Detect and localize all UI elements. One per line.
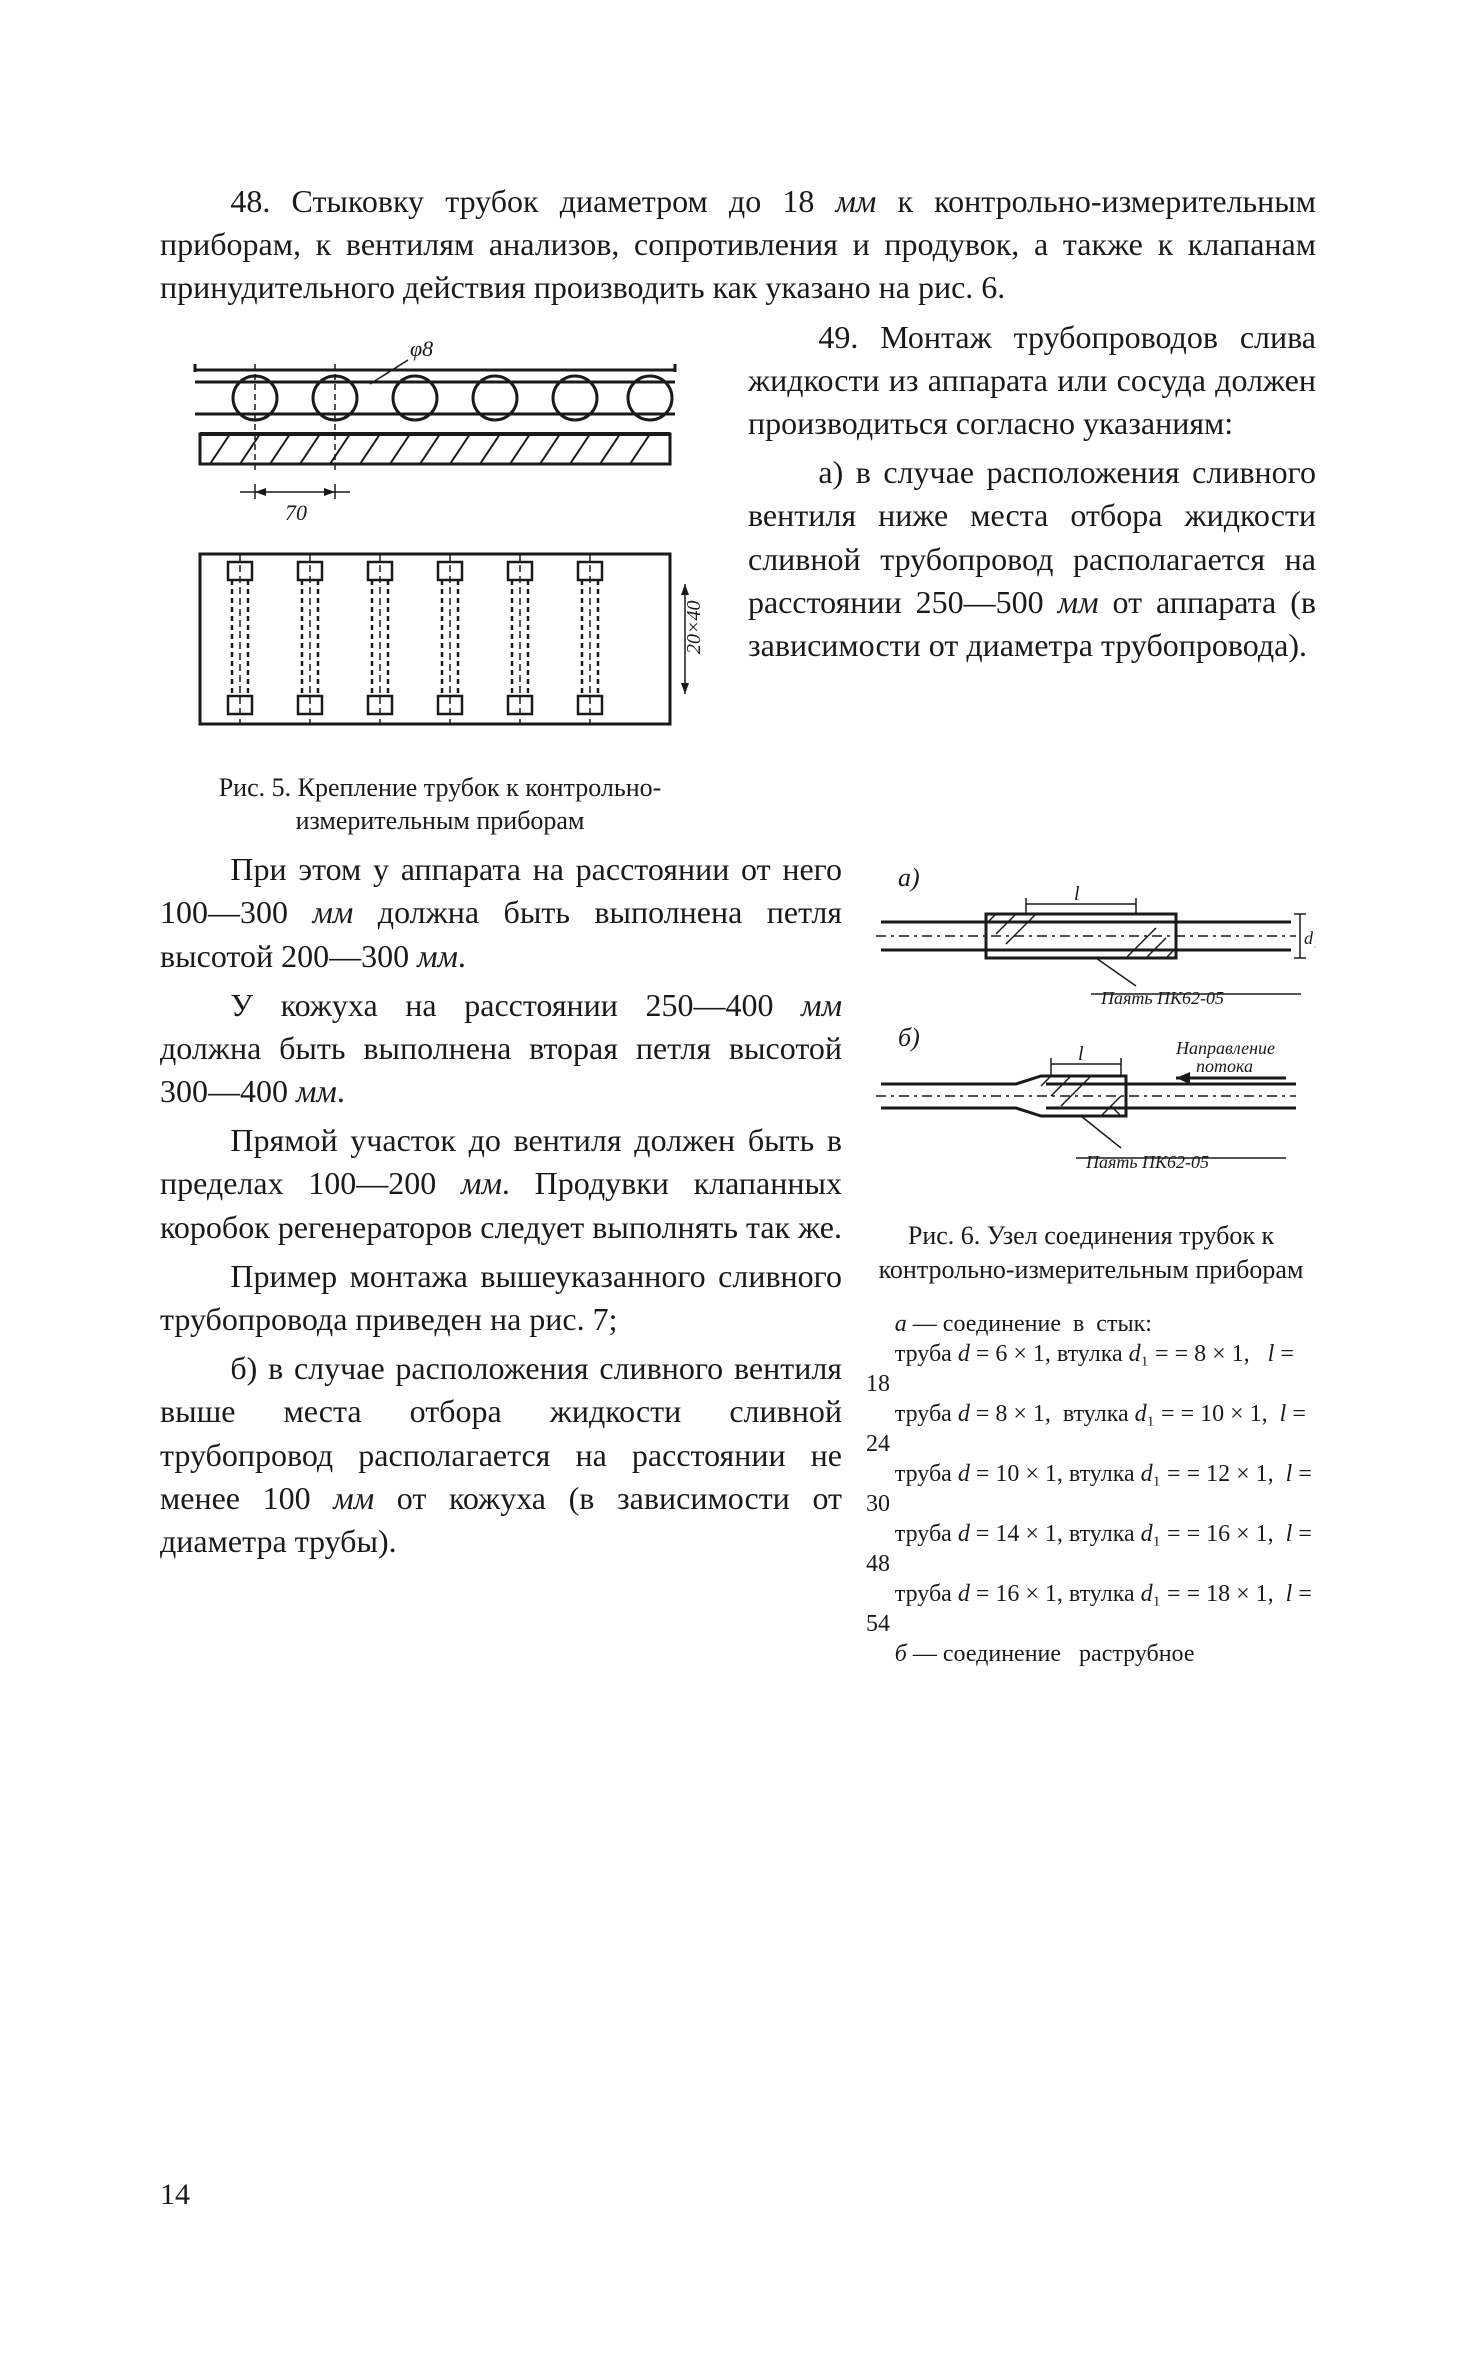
para-48-a: 48. Стыковку трубок диаметром до 18: [230, 183, 835, 219]
fig6-row-4: труба d = 16 × 1, втулка d₁ = = 18 × 1, …: [866, 1579, 1316, 1639]
figure-6-table: а — а — соединение в стык:соединение в с…: [866, 1309, 1316, 1669]
para-kozhukh-1: У кожуха на расстоянии 250—400: [230, 987, 801, 1023]
fig6-a-label: а): [898, 863, 920, 892]
figure-5-caption: Рис. 5. Крепление трубок к контрольно-из…: [160, 771, 720, 839]
svg-text:Направление потока: Направление потока: [1175, 1038, 1280, 1076]
figure-6-svg: а): [866, 856, 1316, 1196]
para-pri-3: .: [458, 938, 466, 974]
fig6-flow-2: потока: [1196, 1056, 1253, 1076]
fig5-phi-label: φ8: [410, 336, 433, 361]
para-kozhukh-3: .: [337, 1073, 345, 1109]
unit-mm-8: мм: [333, 1480, 374, 1516]
unit-mm-7: мм: [461, 1165, 502, 1201]
fig6-weld-a: Паять ПК62-05: [1100, 988, 1224, 1008]
fig6-l-b: l: [1078, 1043, 1084, 1065]
figure-6: а): [866, 856, 1316, 1201]
fig6-row-2: труба d = 10 × 1, втулка d₁ = = 12 × 1, …: [866, 1459, 1316, 1519]
fig6-flow-1: Направление: [1175, 1038, 1275, 1058]
fig6-row-3: труба d = 14 × 1, втулка d₁ = = 16 × 1, …: [866, 1519, 1316, 1579]
fig6-table-head: а — а — соединение в стык:соединение в с…: [866, 1309, 1316, 1339]
figure-5-svg: φ8 70: [160, 324, 720, 754]
fig5-dim-70: 70: [285, 500, 307, 525]
fig5-side-dim: 20×40: [683, 600, 705, 654]
unit-mm-2: мм: [1058, 584, 1099, 620]
fig6-row-1: труба d = 8 × 1, втулка d₁ = = 10 × 1, l…: [866, 1399, 1316, 1459]
fig6-d1-a: d₁: [1304, 928, 1316, 948]
page-number: 14: [160, 2178, 190, 2212]
para-kozhukh-2: должна быть выполнена вторая петля высот…: [160, 1030, 842, 1109]
figure-6-block: а): [866, 856, 1316, 1669]
unit-mm-3: мм: [312, 894, 353, 930]
fig6-table-tail: б — соединение раструбное: [866, 1639, 1316, 1669]
para-48: 48. Стыковку трубок диаметром до 18 мм к…: [160, 180, 1316, 310]
unit-mm-4: мм: [417, 938, 458, 974]
figure-5: φ8 70: [160, 324, 720, 759]
figure-5-block: φ8 70: [160, 324, 720, 839]
fig6-weld-b: Паять ПК62-05: [1085, 1152, 1209, 1172]
fig6-l-a: l: [1074, 883, 1080, 905]
fig6-row-0: труба d = 6 × 1, втулка d₁ = = 8 × 1, l …: [866, 1339, 1316, 1399]
unit-mm-1: мм: [835, 183, 876, 219]
unit-mm-6: мм: [296, 1073, 337, 1109]
figure-6-caption: Рис. 6. Узел соединения трубок к контрол…: [866, 1219, 1316, 1287]
unit-mm-5: мм: [801, 987, 842, 1023]
fig6-b-label: б): [898, 1023, 920, 1052]
